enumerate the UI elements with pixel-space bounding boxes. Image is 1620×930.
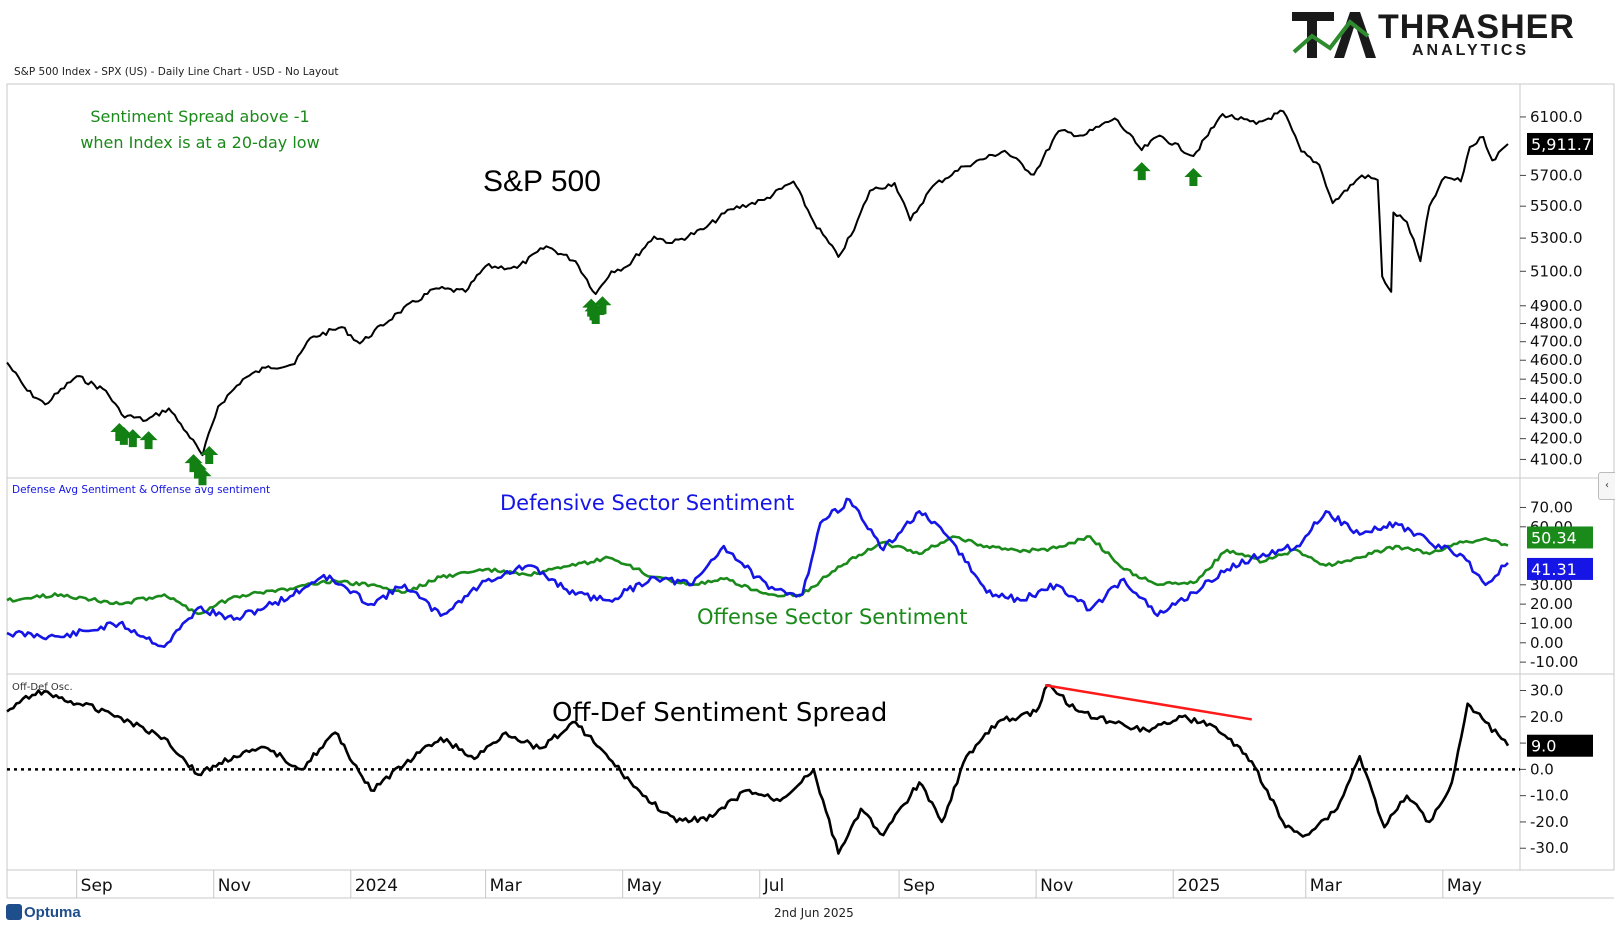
signal-up-arrow-icon <box>200 445 219 464</box>
defensive-series-label: Defensive Sector Sentiment <box>500 491 794 515</box>
logo-name: THRASHER <box>1378 8 1575 46</box>
price-tick-label: 4900.0 <box>1530 297 1583 315</box>
sentiment-tick-label: 0.00 <box>1530 634 1563 652</box>
x-tick-label: 2024 <box>355 876 398 896</box>
oscillator-panel-frame <box>6 673 1615 871</box>
oscillator-tick-label: -30.0 <box>1530 839 1569 857</box>
oscillator-tick-label: -20.0 <box>1530 813 1569 831</box>
sentiment-tick-label: 10.00 <box>1530 614 1573 632</box>
price-tick-label: 4700.0 <box>1530 333 1583 351</box>
spread-trendline <box>1044 684 1253 721</box>
x-tick-label: May <box>1447 876 1482 896</box>
spx-last-value-tag: 5,911.7 <box>1531 135 1592 154</box>
oscillator-tick-label: 20.0 <box>1530 708 1563 726</box>
oscillator-tick-label: -10.0 <box>1530 787 1569 805</box>
price-tick-label: 5500.0 <box>1530 197 1583 215</box>
x-tick-label: Sep <box>903 876 935 896</box>
sentiment-tick-label: 70.00 <box>1530 498 1573 516</box>
oscillator-tick-label: 30.0 <box>1530 682 1563 700</box>
ta-logo-mark-icon <box>1292 12 1376 58</box>
oscillator-last-value-tag: 9.0 <box>1531 737 1556 756</box>
price-tick-label: 4600.0 <box>1530 351 1583 369</box>
sentiment-panel-title: Defense Avg Sentiment & Offense avg sent… <box>12 484 270 496</box>
price-tick-label: 4100.0 <box>1530 450 1583 468</box>
signal-up-arrow-icon <box>184 454 203 473</box>
x-tick-label: 2025 <box>1177 876 1220 896</box>
oscillator-series-label: Off-Def Sentiment Spread <box>552 698 887 728</box>
oscillator-panel-title: Off-Def Osc. <box>12 682 73 693</box>
price-tick-label: 6100.0 <box>1530 108 1583 126</box>
oscillator-tick-label: 0.0 <box>1530 760 1554 778</box>
sentiment-tick-label: -10.00 <box>1530 653 1578 671</box>
x-tick-label: Sep <box>81 876 113 896</box>
off-def-spread-line <box>6 684 1510 855</box>
signal-up-arrow-icon <box>1184 167 1203 186</box>
last-value-tags: 5,911.7 50.34 41.31 9.0 <box>1527 132 1593 757</box>
defensive-sentiment-line <box>6 497 1509 648</box>
signal-up-arrow-icon <box>123 429 142 448</box>
price-tick-label: 4800.0 <box>1530 315 1583 333</box>
spx-last-value-tag-bg <box>1527 132 1593 155</box>
x-tick-label: Jul <box>763 876 785 896</box>
signal-up-arrow-icon <box>593 296 612 315</box>
oscillator-last-value-tag-bg <box>1527 734 1593 757</box>
signal-annotation-line-2: when Index is at a 20-day low <box>80 133 319 152</box>
price-tick-label: 4400.0 <box>1530 390 1583 408</box>
signal-annotation-line-1: Sentiment Spread above -1 <box>90 107 309 126</box>
logo-subtitle: ANALYTICS <box>1412 42 1530 59</box>
offense-last-value-tag-bg <box>1527 526 1593 549</box>
sentiment-tick-label: 30.00 <box>1530 576 1573 594</box>
defensive-last-value-tag-bg <box>1527 557 1593 580</box>
price-tick-label: 4300.0 <box>1530 409 1583 427</box>
signal-up-arrow-icon <box>139 431 158 450</box>
chart-date: 2nd Jun 2025 <box>774 906 854 920</box>
price-tick-label: 4500.0 <box>1530 370 1583 388</box>
thrasher-logo: THRASHER ANALYTICS <box>1290 6 1600 62</box>
optuma-brand-text: Optuma <box>24 904 81 921</box>
sentiment-panel-frame <box>6 477 1615 675</box>
x-tick-label: Nov <box>1040 876 1073 896</box>
optuma-logo-icon <box>6 904 22 920</box>
chart-info-header: S&P 500 Index - SPX (US) - Daily Line Ch… <box>14 66 339 78</box>
signal-up-arrow-icon <box>114 426 133 445</box>
x-tick-label: Mar <box>490 876 522 896</box>
price-tick-label: 4200.0 <box>1530 430 1583 448</box>
spx-title: S&P 500 <box>483 165 601 198</box>
signal-up-arrow-icon <box>1132 162 1151 181</box>
x-tick-label: Mar <box>1310 876 1342 896</box>
oscillator-y-axis: 30.020.010.00.0-10.0-20.0-30.0 <box>1520 682 1569 857</box>
time-x-axis: Sep Nov 2024 Mar May Jul Sep Nov 2025 Mar May <box>76 870 1482 898</box>
panel-collapse-tab[interactable]: ‹ <box>1598 472 1615 500</box>
spx-price-line <box>6 109 1509 457</box>
price-tick-label: 5700.0 <box>1530 166 1583 184</box>
price-tick-label: 5100.0 <box>1530 262 1583 280</box>
offense-series-label: Offense Sector Sentiment <box>697 605 968 629</box>
offense-last-value-tag: 50.34 <box>1531 528 1577 547</box>
sentiment-tick-label: 20.00 <box>1530 595 1573 613</box>
defensive-last-value-tag: 41.31 <box>1531 560 1577 579</box>
x-tick-label: Nov <box>218 876 251 896</box>
x-tick-label: May <box>627 876 662 896</box>
signal-up-arrow-icon <box>193 467 212 486</box>
signal-up-arrow-icon <box>188 460 207 479</box>
price-tick-label: 5300.0 <box>1530 229 1583 247</box>
signal-arrows <box>110 162 1203 486</box>
price-y-axis: 6100.0 5700.0 5500.0 5300.0 5100.0 4900.04800… <box>1520 108 1583 468</box>
optuma-brand: Optuma <box>6 904 81 921</box>
offense-sentiment-line <box>6 535 1509 616</box>
